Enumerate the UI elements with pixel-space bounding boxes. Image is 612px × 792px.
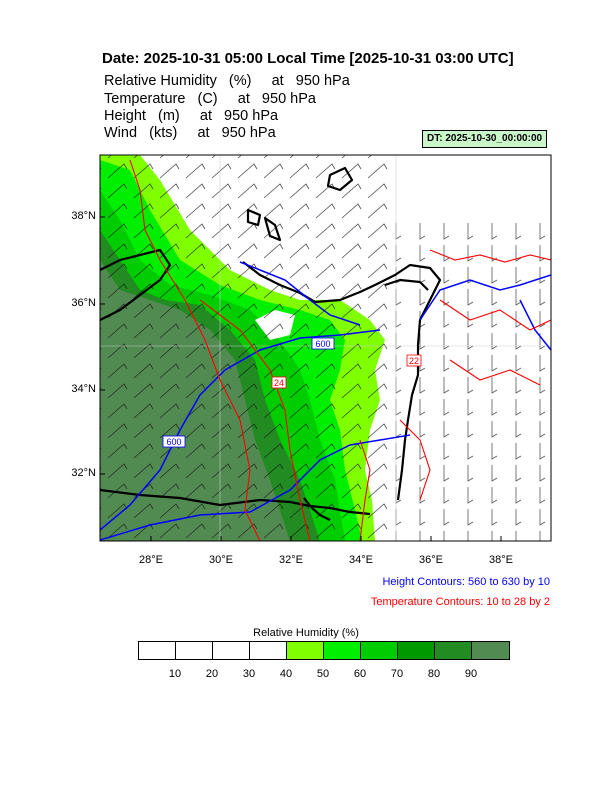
graticule [100,155,551,541]
contour-label-boxes [162,337,422,448]
height-label-a: 600 [315,339,330,349]
legend-swatch [287,642,324,659]
lon-label-30: 30°E [209,554,233,566]
legend-label: 60 [353,668,367,680]
subtitle-temp: Temperature (C) at 950 hPa [104,91,316,107]
legend-swatch [435,642,472,659]
map-title: Date: 2025-10-31 05:00 Local Time [2025-… [102,50,514,67]
legend-title: Relative Humidity (%) [253,627,359,639]
map-background [100,155,551,541]
legend-colorbar [138,641,510,660]
legend-swatch [250,642,287,659]
legend-label: 80 [427,668,441,680]
lat-label-36: 36°N [71,297,96,309]
legend-label: 10 [168,668,182,680]
coastlines [100,166,442,521]
subtitle-wind: Wind (kts) at 950 hPa [104,125,276,141]
rh-gap-sinai [255,310,295,340]
wind-barbs-west [100,155,390,541]
lon-label-38: 38°E [489,554,513,566]
temp-label-a: 24 [274,378,284,388]
legend-swatch [398,642,435,659]
map-frame [99,154,552,542]
rh-band-50 [100,155,385,541]
dt-badge: DT: 2025-10-30_00:00:00 [422,130,548,148]
legend-label: 30 [242,668,256,680]
rh-band-80 [100,230,320,541]
rh-band-60 [100,160,362,541]
lat-label-32: 32°N [71,467,96,479]
lon-label-28: 28°E [139,554,163,566]
lon-label-36: 36°E [419,554,443,566]
rh-band-70 [100,190,345,541]
legend-swatch [176,642,213,659]
height-label-b: 600 [166,437,181,447]
legend-label: 50 [316,668,330,680]
legend-swatch [324,642,361,659]
height-contours [100,261,551,541]
lon-label-32: 32°E [279,554,303,566]
legend-label: 90 [464,668,478,680]
legend-label: 70 [390,668,404,680]
lat-label-34: 34°N [71,383,96,395]
subtitle-height: Height (m) at 950 hPa [104,108,279,124]
legend-label: 20 [205,668,219,680]
legend-swatch [139,642,176,659]
height-contours-note: Height Contours: 560 to 630 by 10 [382,576,550,588]
temperature-contours-note: Temperature Contours: 10 to 28 by 2 [370,596,550,608]
legend-swatch [213,642,250,659]
temperature-contours [129,159,551,541]
legend-label: 40 [279,668,293,680]
lon-label-34: 34°E [349,554,373,566]
legend-swatch [361,642,398,659]
temp-label-b: 22 [409,356,419,366]
subtitle-rh: Relative Humidity (%) at 950 hPa [104,73,350,89]
axis-ticks [100,216,502,541]
wind-barbs-east [390,220,551,541]
lat-label-38: 38°N [71,210,96,222]
legend-swatch [472,642,509,659]
rh-band-90 [100,260,290,541]
